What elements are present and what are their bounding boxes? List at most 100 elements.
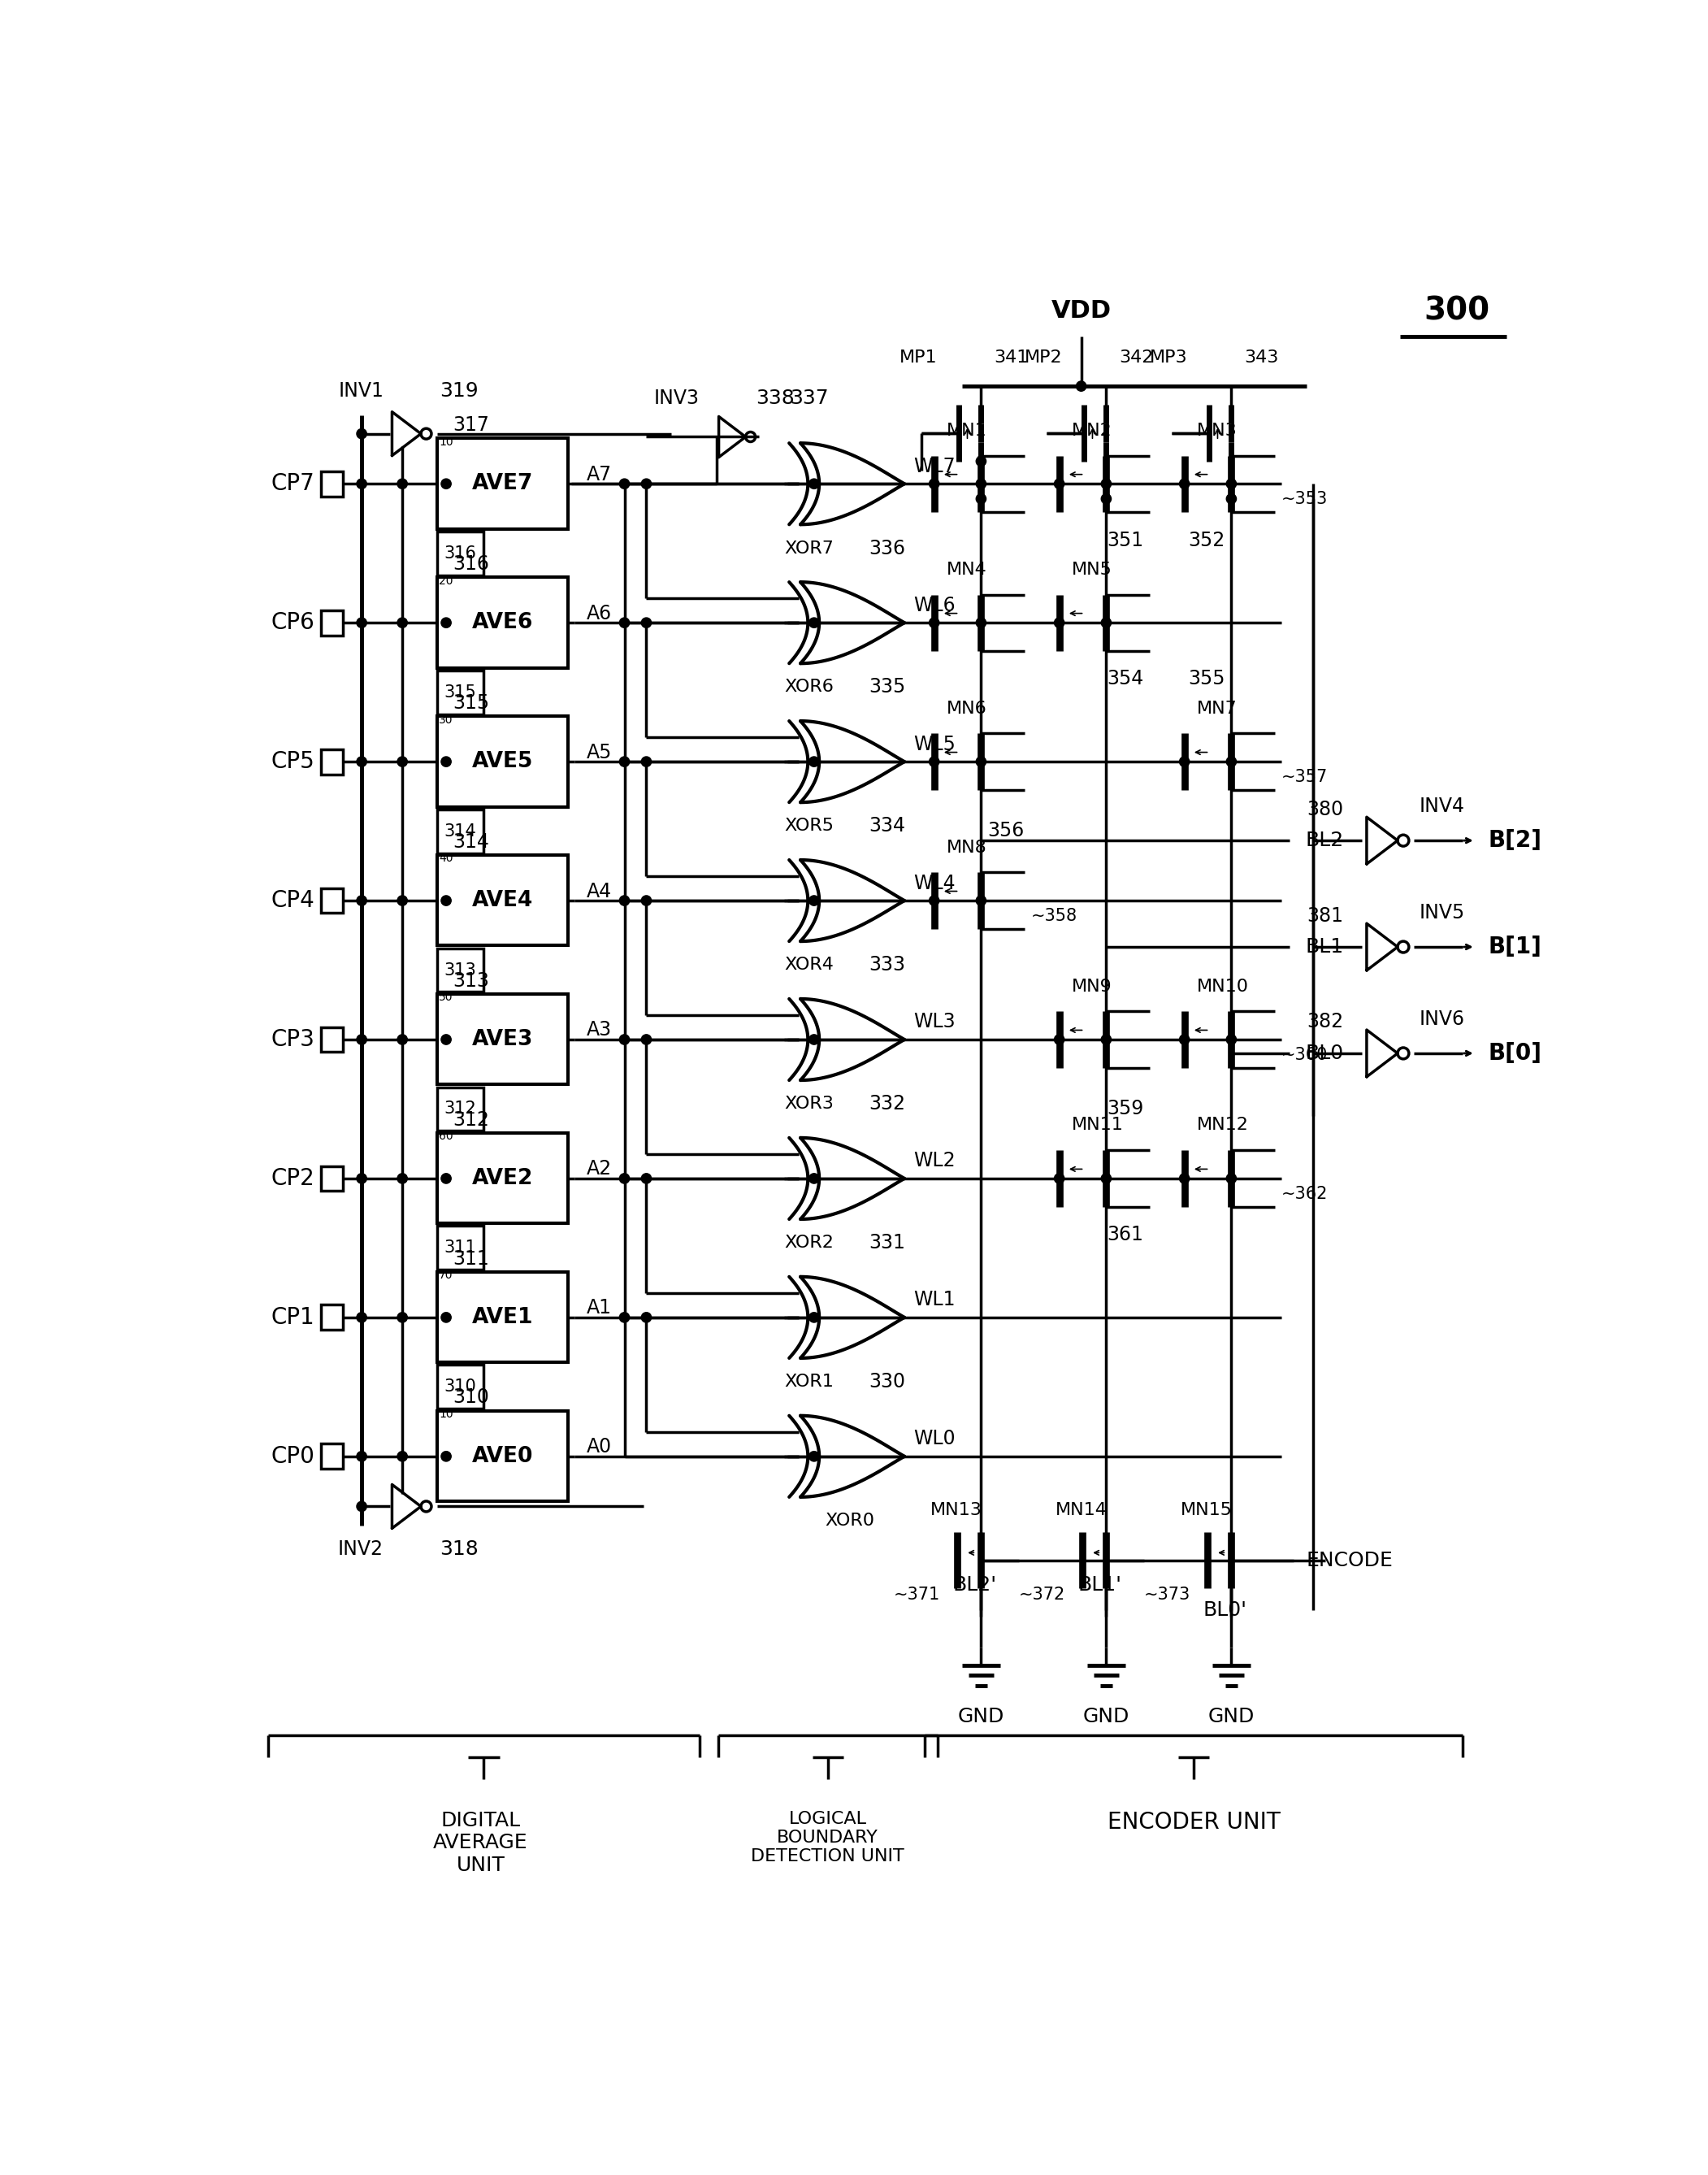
- Text: AVE0: AVE0: [471, 1446, 533, 1466]
- Circle shape: [398, 478, 407, 489]
- Text: XOR6: XOR6: [784, 679, 834, 696]
- Circle shape: [357, 1312, 367, 1322]
- Text: MN13: MN13: [931, 1503, 982, 1518]
- Circle shape: [357, 757, 367, 766]
- Text: CP2: CP2: [272, 1168, 314, 1190]
- FancyBboxPatch shape: [321, 1027, 343, 1053]
- Circle shape: [929, 478, 939, 489]
- Text: 70: 70: [439, 1270, 453, 1281]
- FancyBboxPatch shape: [437, 670, 483, 713]
- Circle shape: [810, 1312, 820, 1322]
- Circle shape: [1226, 494, 1237, 505]
- Text: VDD: VDD: [1050, 300, 1112, 322]
- Text: MP3: MP3: [1149, 350, 1187, 365]
- Text: 380: 380: [1307, 800, 1344, 820]
- Text: 312: 312: [444, 1101, 477, 1118]
- Text: MN6: MN6: [946, 700, 987, 716]
- Text: AVE3: AVE3: [471, 1029, 533, 1051]
- Circle shape: [441, 1174, 451, 1183]
- Text: 331: 331: [868, 1233, 905, 1253]
- Circle shape: [1102, 478, 1112, 489]
- Circle shape: [1054, 618, 1064, 629]
- Text: 310: 310: [453, 1388, 490, 1407]
- Circle shape: [620, 1174, 630, 1183]
- Text: ENCODER UNIT: ENCODER UNIT: [1107, 1810, 1281, 1834]
- Text: CP4: CP4: [272, 890, 314, 911]
- Circle shape: [398, 896, 407, 905]
- Text: 381: 381: [1307, 905, 1344, 924]
- Circle shape: [975, 494, 986, 505]
- Text: 311: 311: [444, 1240, 477, 1257]
- Circle shape: [1180, 478, 1189, 489]
- Circle shape: [357, 1174, 367, 1183]
- Text: WL0: WL0: [914, 1429, 955, 1449]
- Text: ~373: ~373: [1144, 1586, 1190, 1603]
- Text: XOR3: XOR3: [784, 1096, 834, 1111]
- Circle shape: [357, 1035, 367, 1044]
- Text: MN9: MN9: [1073, 979, 1112, 994]
- Text: 312: 312: [453, 1109, 490, 1129]
- Text: 333: 333: [868, 955, 905, 974]
- Text: B[1]: B[1]: [1488, 935, 1541, 959]
- Circle shape: [929, 757, 939, 766]
- Text: WL4: WL4: [914, 874, 955, 894]
- Text: MN14: MN14: [1056, 1503, 1107, 1518]
- Circle shape: [640, 1174, 651, 1183]
- FancyBboxPatch shape: [437, 1366, 483, 1409]
- Text: 10: 10: [439, 437, 453, 448]
- FancyBboxPatch shape: [437, 576, 569, 668]
- Text: 336: 336: [868, 539, 905, 559]
- Text: MN1: MN1: [946, 422, 987, 439]
- Circle shape: [810, 478, 820, 489]
- Circle shape: [357, 1451, 367, 1462]
- Text: GND: GND: [1083, 1707, 1129, 1727]
- Circle shape: [357, 478, 367, 489]
- Text: MN2: MN2: [1073, 422, 1112, 439]
- Text: ENCODE: ENCODE: [1307, 1551, 1394, 1570]
- Text: 332: 332: [868, 1094, 905, 1114]
- Text: A7: A7: [588, 465, 611, 485]
- Circle shape: [1102, 494, 1112, 505]
- Text: WL1: WL1: [914, 1290, 955, 1309]
- FancyBboxPatch shape: [437, 1272, 569, 1362]
- FancyBboxPatch shape: [321, 1305, 343, 1329]
- Text: AVE7: AVE7: [471, 474, 533, 494]
- Text: 354: 354: [1107, 670, 1143, 689]
- Text: AVE4: AVE4: [471, 890, 533, 911]
- Circle shape: [640, 896, 651, 905]
- Text: 314: 314: [444, 822, 477, 840]
- Circle shape: [1054, 478, 1064, 489]
- Text: ~372: ~372: [1020, 1586, 1066, 1603]
- FancyBboxPatch shape: [321, 472, 343, 496]
- Text: 314: 314: [453, 833, 490, 853]
- Text: WL7: WL7: [914, 457, 955, 476]
- FancyBboxPatch shape: [437, 1412, 569, 1501]
- Text: CP6: CP6: [272, 611, 314, 635]
- Circle shape: [441, 757, 451, 766]
- Circle shape: [357, 428, 367, 439]
- Text: ~371: ~371: [893, 1586, 941, 1603]
- Text: BL1: BL1: [1305, 937, 1344, 957]
- Circle shape: [640, 1312, 651, 1322]
- Text: A4: A4: [588, 881, 611, 900]
- Circle shape: [640, 757, 651, 766]
- Circle shape: [441, 1312, 451, 1322]
- Circle shape: [398, 757, 407, 766]
- Circle shape: [1226, 478, 1237, 489]
- Text: 343: 343: [1243, 350, 1278, 365]
- Circle shape: [620, 1035, 630, 1044]
- Text: B[2]: B[2]: [1488, 829, 1542, 853]
- Circle shape: [441, 896, 451, 905]
- Text: 316: 316: [453, 555, 490, 574]
- Text: A5: A5: [588, 742, 613, 761]
- Text: WL2: WL2: [914, 1151, 955, 1170]
- Text: 351: 351: [1107, 531, 1143, 550]
- Text: ~353: ~353: [1281, 492, 1327, 507]
- Circle shape: [929, 618, 939, 629]
- Text: B[0]: B[0]: [1488, 1042, 1542, 1066]
- Circle shape: [640, 618, 651, 629]
- Circle shape: [441, 478, 451, 489]
- Text: INV3: INV3: [654, 389, 700, 409]
- Text: MN3: MN3: [1197, 422, 1237, 439]
- Circle shape: [620, 757, 630, 766]
